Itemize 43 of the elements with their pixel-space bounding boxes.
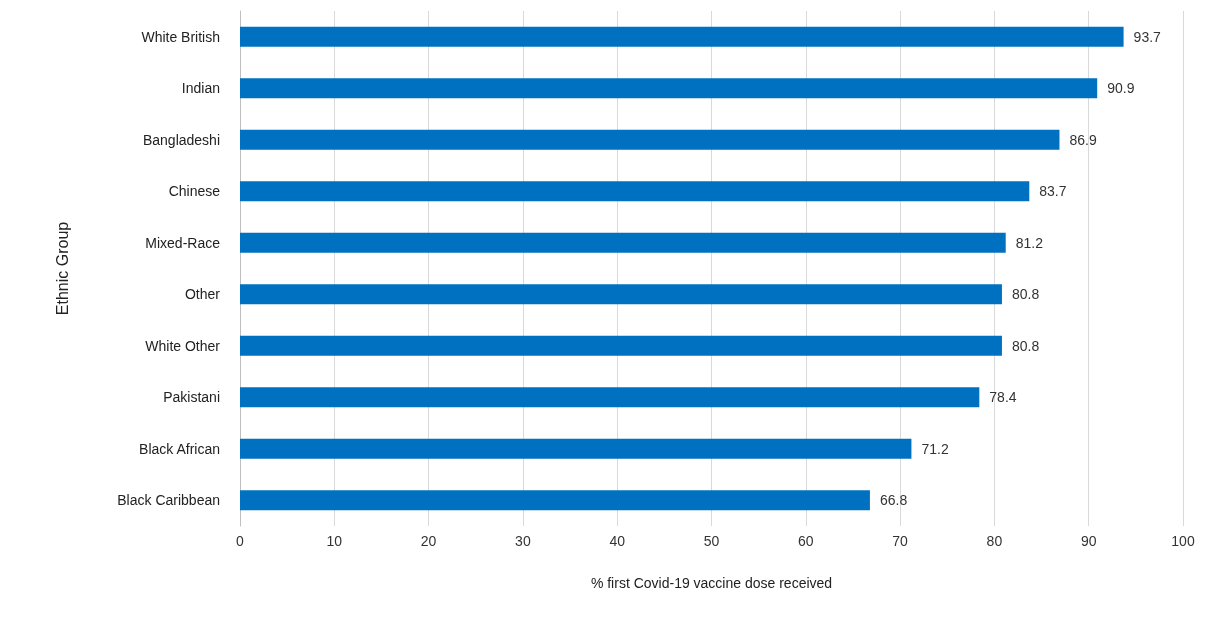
y-tick-label: Mixed-Race <box>145 234 221 251</box>
data-label: 78.4 <box>989 389 1017 406</box>
x-tick-label: 100 <box>1171 533 1195 549</box>
y-tick-label: Chinese <box>168 183 221 200</box>
data-label: 83.7 <box>1039 183 1067 200</box>
bar <box>240 232 1006 253</box>
bar <box>240 335 1002 356</box>
x-tick-label: 10 <box>326 533 343 549</box>
y-tick-label: Other <box>184 286 221 303</box>
bar <box>240 438 912 459</box>
x-tick-label: 30 <box>515 533 531 549</box>
data-label: 81.2 <box>1015 234 1044 251</box>
data-label: 80.8 <box>1011 337 1040 354</box>
y-tick-label: Black African <box>139 440 220 457</box>
x-tick-label: 0 <box>236 533 245 549</box>
x-tick-label: 90 <box>1080 533 1097 549</box>
bar <box>240 284 1002 305</box>
data-label: 66.8 <box>879 492 908 509</box>
data-label: 80.8 <box>1011 286 1040 303</box>
y-tick-label: Black Caribbean <box>117 492 220 509</box>
y-tick-label: White British <box>141 28 220 45</box>
data-label: 90.9 <box>1107 80 1135 97</box>
bar <box>240 129 1060 150</box>
y-tick-label: White Other <box>145 337 221 354</box>
bar <box>240 78 1098 99</box>
bar <box>240 387 980 408</box>
bar <box>240 26 1124 47</box>
y-tick-label: Pakistani <box>163 389 220 406</box>
x-tick-label: 60 <box>798 533 814 549</box>
x-tick-label: 70 <box>892 533 909 549</box>
y-tick-label: Bangladeshi <box>142 131 220 148</box>
data-label: 71.2 <box>921 440 949 457</box>
x-axis-title: % first Covid-19 vaccine dose received <box>590 575 833 591</box>
x-tick-label: 80 <box>986 533 1003 549</box>
bar <box>240 490 870 511</box>
y-tick-label: Indian <box>181 80 220 97</box>
x-tick-label: 50 <box>703 533 720 549</box>
x-tick-label: 40 <box>609 533 626 549</box>
data-label: 93.7 <box>1133 28 1162 45</box>
y-axis-title: Ethnic Group <box>53 221 71 316</box>
data-label: 86.9 <box>1069 131 1097 148</box>
bar <box>240 181 1030 202</box>
x-tick-label: 20 <box>420 533 437 549</box>
